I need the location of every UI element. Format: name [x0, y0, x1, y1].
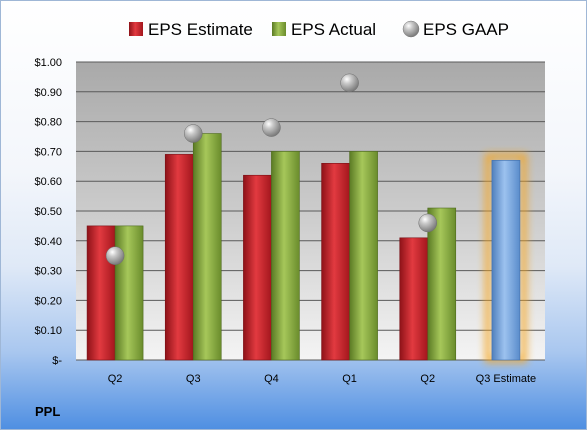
gaap-markers: [105, 73, 437, 265]
y-tick-label: $0.20: [34, 295, 62, 307]
y-tick-label: $-: [52, 355, 62, 367]
gaap-marker: [418, 213, 437, 233]
bar-eps-actual: [192, 133, 222, 361]
y-tick-label: $0.60: [34, 176, 62, 188]
y-tick-label: $1.00: [34, 57, 62, 69]
bar-eps-actual: [427, 207, 457, 361]
gaap-marker: [262, 118, 281, 137]
y-tick-label: $0.70: [34, 146, 62, 158]
legend: EPS Estimate EPS Actual EPS GAAP: [129, 20, 509, 39]
bars: [86, 133, 527, 363]
x-tick-label: Q3: [186, 373, 201, 385]
bar-eps-estimate: [164, 154, 194, 361]
x-tick-label: Q2: [420, 373, 435, 385]
gridlines: [76, 61, 545, 361]
bar-eps-actual: [114, 225, 144, 361]
y-tick-label: $0.80: [34, 117, 62, 129]
legend-label: EPS Estimate: [148, 20, 253, 39]
legend-swatch: [402, 20, 420, 38]
y-tick-label: $0.10: [34, 325, 62, 337]
legend-label: EPS Actual: [291, 20, 376, 39]
legend-swatch: [129, 22, 143, 36]
bar-eps-actual: [271, 151, 300, 361]
bar-eps-actual: [349, 151, 378, 361]
bar-q3-estimate: [491, 160, 521, 361]
bar-eps-estimate: [86, 225, 116, 361]
x-tick-label: Q2: [108, 373, 123, 385]
gaap-marker: [105, 246, 125, 265]
bar-eps-estimate: [243, 174, 272, 361]
x-tick-label: Q1: [342, 373, 357, 385]
bar-eps-estimate: [321, 163, 350, 361]
gaap-marker: [340, 73, 359, 93]
legend-label: EPS GAAP: [423, 20, 509, 39]
y-tick-label: $0.90: [34, 87, 62, 99]
gaap-marker: [184, 124, 203, 143]
y-tick-label: $0.40: [34, 236, 62, 248]
ticker-label: PPL: [35, 404, 61, 419]
y-tick-label: $0.50: [34, 206, 62, 218]
x-tick-label: Q3 Estimate: [476, 373, 537, 385]
y-axis: $- $0.10 $0.20 $0.30 $0.40 $0.50 $0.60 $0.70 $0.…: [34, 57, 62, 367]
legend-swatch: [272, 22, 286, 36]
bar-eps-estimate: [399, 237, 429, 361]
x-axis: Q2 Q3 Q4 Q1 Q2 Q3 Estimate: [108, 373, 536, 385]
x-tick-label: Q4: [264, 373, 279, 385]
y-tick-label: $0.30: [34, 266, 62, 278]
